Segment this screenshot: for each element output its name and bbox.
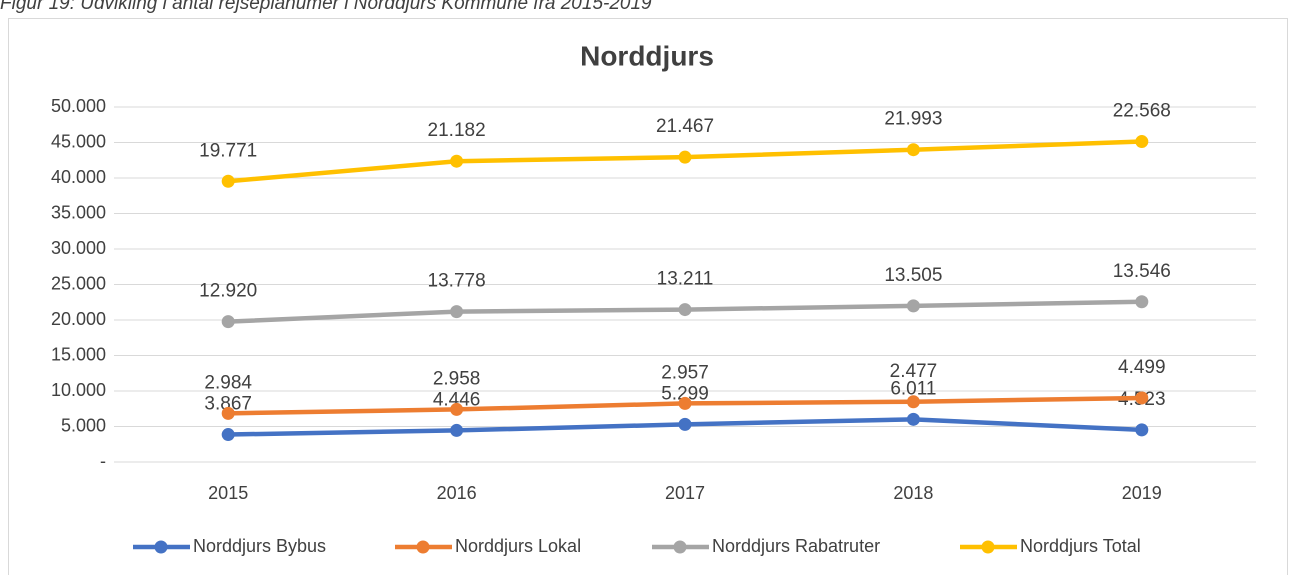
y-tick-label: 15.000 — [51, 344, 106, 364]
y-tick-label: 35.000 — [51, 202, 106, 222]
data-point — [450, 154, 464, 168]
data-point — [221, 315, 235, 329]
data-label: 13.211 — [657, 269, 714, 290]
y-tick-label: 50.000 — [51, 96, 106, 116]
data-point — [906, 395, 920, 409]
data-label: 13.505 — [884, 265, 942, 286]
data-label: 3.867 — [204, 394, 252, 415]
data-label: 21.467 — [656, 116, 714, 137]
data-label: 2.477 — [890, 361, 938, 382]
data-point — [678, 396, 692, 410]
y-tick-label: 10.000 — [51, 380, 106, 400]
y-tick-label: 45.000 — [51, 131, 106, 151]
y-tick-label: - — [100, 451, 106, 471]
data-point — [450, 305, 464, 319]
legend-marker — [154, 540, 168, 554]
data-point — [1135, 135, 1149, 149]
data-point — [221, 406, 235, 420]
data-point — [678, 303, 692, 317]
data-label: 22.568 — [1113, 101, 1171, 122]
data-point — [678, 417, 692, 431]
data-point — [221, 174, 235, 188]
legend-label: Norddjurs Lokal — [455, 536, 581, 556]
x-tick-label: 2016 — [437, 483, 477, 503]
x-tick-label: 2017 — [665, 483, 705, 503]
data-label: 2.957 — [661, 362, 709, 383]
legend-marker — [673, 540, 687, 554]
data-label: 19.771 — [199, 140, 257, 161]
data-point — [1135, 295, 1149, 309]
data-label: 21.993 — [884, 109, 942, 130]
data-label: 13.778 — [428, 271, 486, 292]
data-point — [450, 402, 464, 416]
data-label: 4.446 — [433, 389, 481, 410]
legend-marker — [981, 540, 995, 554]
legend-label: Norddjurs Bybus — [193, 536, 326, 556]
data-point — [221, 428, 235, 442]
data-label: 5.299 — [661, 383, 709, 404]
y-tick-label: 30.000 — [51, 238, 106, 258]
x-tick-label: 2019 — [1122, 483, 1162, 503]
data-label: 12.920 — [199, 281, 257, 302]
chart-frame — [8, 18, 1288, 575]
data-label: 2.984 — [204, 372, 252, 393]
legend-marker — [416, 540, 430, 554]
data-label: 21.182 — [428, 120, 486, 141]
chart-title: Norddjurs — [580, 40, 714, 71]
data-label: 6.011 — [890, 378, 936, 399]
data-label: 13.546 — [1113, 261, 1171, 282]
figure-caption: Figur 19: Udvikling i antal rejseplanume… — [0, 0, 652, 14]
data-point — [450, 423, 464, 437]
legend-label: Norddjurs Total — [1020, 536, 1141, 556]
data-point — [906, 143, 920, 157]
y-tick-label: 40.000 — [51, 167, 106, 187]
data-point — [1135, 423, 1149, 437]
data-label: 2.958 — [433, 368, 481, 389]
x-tick-label: 2015 — [208, 483, 248, 503]
legend-label: Norddjurs Rabatruter — [712, 536, 880, 556]
data-point — [1135, 391, 1149, 405]
data-point — [906, 299, 920, 313]
y-tick-label: 5.000 — [61, 415, 106, 435]
x-tick-label: 2018 — [893, 483, 933, 503]
data-point — [678, 150, 692, 164]
data-label: 4.499 — [1118, 357, 1166, 378]
y-tick-label: 25.000 — [51, 273, 106, 293]
data-point — [906, 412, 920, 426]
y-tick-label: 20.000 — [51, 309, 106, 329]
